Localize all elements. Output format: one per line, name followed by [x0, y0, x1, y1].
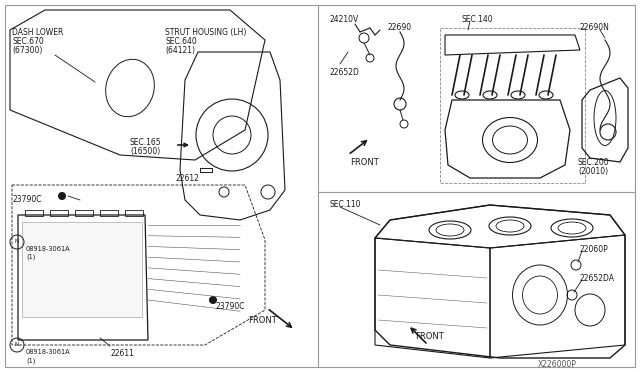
Text: 23790C: 23790C	[215, 302, 244, 311]
Text: N: N	[15, 341, 19, 346]
Text: FRONT: FRONT	[350, 158, 379, 167]
Text: 22652DA: 22652DA	[580, 274, 615, 283]
Text: 08918-3061A: 08918-3061A	[26, 349, 70, 355]
Text: (67300): (67300)	[12, 46, 42, 55]
Text: SEC.640: SEC.640	[165, 37, 196, 46]
Text: 22611: 22611	[110, 349, 134, 358]
Text: 08918-3061A: 08918-3061A	[26, 246, 70, 252]
Text: FRONT: FRONT	[415, 332, 444, 341]
Text: N: N	[15, 238, 19, 244]
Text: DASH LOWER: DASH LOWER	[12, 28, 63, 37]
Text: (20010): (20010)	[578, 167, 608, 176]
Circle shape	[209, 296, 216, 304]
Text: X226000P: X226000P	[538, 360, 577, 369]
Text: FRONT: FRONT	[248, 316, 276, 325]
Circle shape	[58, 192, 65, 199]
Text: 22652D: 22652D	[330, 68, 360, 77]
Text: 22612: 22612	[176, 174, 200, 183]
Text: 24210V: 24210V	[330, 15, 359, 24]
Text: SEC.670: SEC.670	[12, 37, 44, 46]
Text: SEC.140: SEC.140	[462, 15, 493, 24]
Text: (1): (1)	[26, 357, 35, 363]
Text: (64121): (64121)	[165, 46, 195, 55]
Text: STRUT HOUSING (LH): STRUT HOUSING (LH)	[165, 28, 246, 37]
Text: 22690: 22690	[388, 23, 412, 32]
Text: (16500): (16500)	[130, 147, 160, 156]
Bar	[22, 222, 142, 317]
Bar	[440, 28, 585, 183]
Text: 22060P: 22060P	[580, 245, 609, 254]
Text: SEC.110: SEC.110	[330, 200, 362, 209]
Text: SEC.165: SEC.165	[130, 138, 162, 147]
Text: 22690N: 22690N	[580, 23, 610, 32]
Text: (1): (1)	[26, 254, 35, 260]
Text: SEC.200: SEC.200	[578, 158, 610, 167]
Text: 23790C: 23790C	[12, 195, 42, 204]
